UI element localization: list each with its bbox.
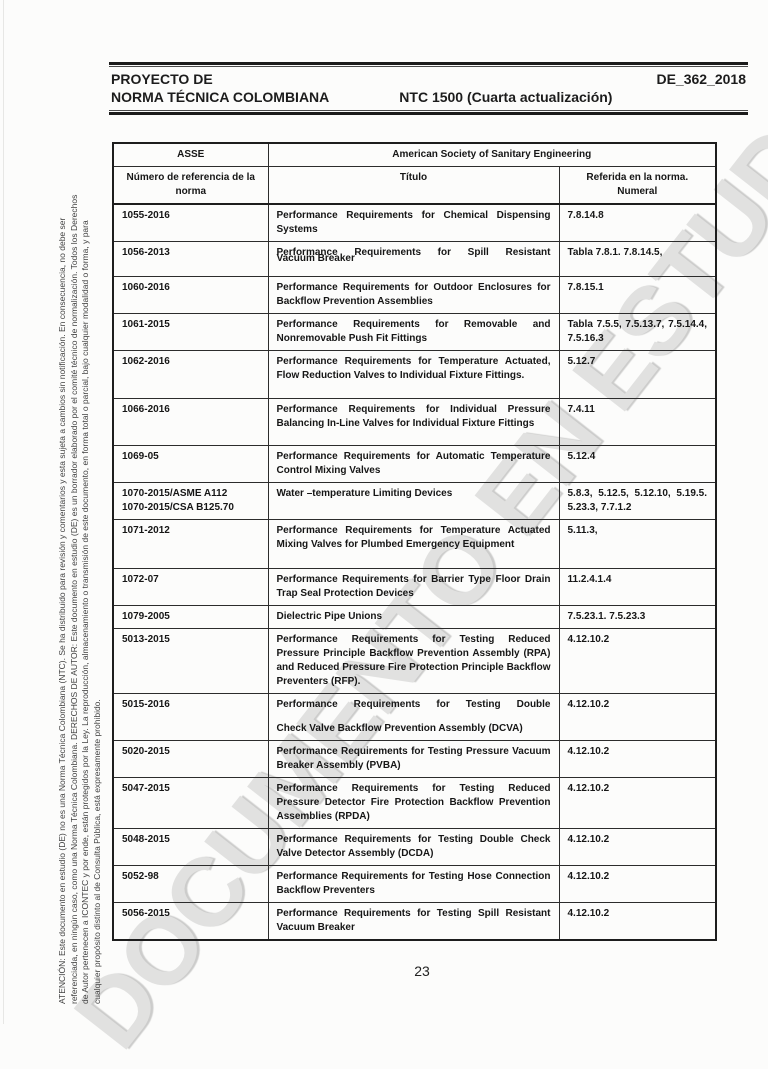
disclaimer-line-3: de Autor pertenecen a ICONTEC y por ende… <box>80 220 90 1004</box>
table-row: 1072-07 Performance Requirements for Barr… <box>112 568 717 606</box>
standard-ref-cell: 5013-2015 <box>112 628 269 694</box>
table-row: 5020-2015 Performance Requirements for Te… <box>112 740 717 778</box>
numeral-cell: 5.12.4 <box>558 445 717 483</box>
standard-title-cell: Performance Requirements for Individual … <box>267 398 560 446</box>
numeral-cell: 5.11.3, <box>558 519 717 569</box>
numeral-cell: 4.12.10.2 <box>558 902 717 941</box>
standard-ref-cell: 5056-2015 <box>112 902 269 941</box>
standard-ref-cell: 5048-2015 <box>112 828 269 866</box>
header-spacer <box>329 88 399 106</box>
standard-ref-cell: 1069-05 <box>112 445 269 483</box>
disclaimer-line-1: ATENCIÓN: Este documento en estudio (DE)… <box>57 217 67 1004</box>
table-row: 1062-2016 Performance Requirements for Te… <box>112 350 717 399</box>
numeral-cell: 4.12.10.2 <box>558 693 717 741</box>
standard-ref-cell: 1070-2015/ASME A112 1070-2015/CSA B125.70 <box>112 482 269 520</box>
column-header-numeral: Referida en la norma. Numeral <box>558 166 717 205</box>
header-bottom-rule <box>109 112 748 115</box>
header-top-rule <box>109 62 748 65</box>
standard-title-cell: Performance Requirements for Chemical Di… <box>267 203 560 242</box>
table-row: 1066-2016 Performance Requirements for In… <box>112 398 717 446</box>
numeral-cell: 4.12.10.2 <box>558 777 717 829</box>
page-number: 23 <box>414 963 430 979</box>
table-row: 5013-2015 Performance Requirements for Te… <box>112 628 717 694</box>
standard-ref-cell: 1056-2013 <box>112 241 269 277</box>
header-doc-code: DE_362_2018 <box>656 71 746 87</box>
numeral-cell: 7.8.15.1 <box>558 276 717 314</box>
standard-title-cell: Dielectric Pipe Unions <box>267 605 560 629</box>
numeral-cell: 7.4.11 <box>558 398 717 446</box>
column-header-title: Título <box>267 166 560 205</box>
standard-title-cell: Performance Requirements for Spill Resis… <box>267 241 560 277</box>
numeral-cell: 7.5.23.1. 7.5.23.3 <box>558 605 717 629</box>
table-row: 1070-2015/ASME A112 1070-2015/CSA B125.70… <box>112 482 717 520</box>
standard-title-cell: Performance Requirements for Automatic T… <box>267 445 560 483</box>
table-row: 1055-2016 Performance Requirements for Ch… <box>112 203 717 242</box>
standard-ref-cell: 5047-2015 <box>112 777 269 829</box>
header-bottom-rule-echo <box>109 110 748 111</box>
table-row: 5048-2015 Performance Requirements for Te… <box>112 828 717 866</box>
header-standard-ref: NTC 1500 (Cuarta actualización) <box>399 89 613 105</box>
standard-ref-cell: 5020-2015 <box>112 740 269 778</box>
table-header-row: Número de referencia de la norma Título … <box>112 166 717 205</box>
numeral-cell: 4.12.10.2 <box>558 828 717 866</box>
standard-title-cell: Performance Requirements for Testing Red… <box>267 628 560 694</box>
standard-ref-cell: 1055-2016 <box>112 203 269 242</box>
header-top-rule-echo <box>109 66 748 67</box>
standard-title-cell: Performance Requirements for Testing Spi… <box>267 902 560 941</box>
standard-title-cell: Performance Requirements for Temperature… <box>267 350 560 399</box>
standard-ref-cell: 1071-2012 <box>112 519 269 569</box>
disclaimer-line-2: referenciada, en ningún caso, como una N… <box>68 194 79 1004</box>
table-row: 1060-2016 Performance Requirements for Ou… <box>112 276 717 314</box>
standard-ref-cell: 1060-2016 <box>112 276 269 314</box>
copyright-disclaimer-vertical: ATENCIÓN: Este documento en estudio (DE)… <box>57 109 103 1004</box>
table-row: 1069-05 Performance Requirements for Auto… <box>112 445 717 483</box>
org-name-cell: American Society of Sanitary Engineering <box>267 142 717 167</box>
header-project-line2: NORMA TÉCNICA COLOMBIANA <box>111 89 330 105</box>
header-project-line1: PROYECTO DE <box>111 71 213 87</box>
numeral-cell: 5.12.7 <box>558 350 717 399</box>
numeral-cell: Tabla 7.5.5, 7.5.13.7, 7.5.14.4, 7.5.16.… <box>558 313 717 351</box>
standard-ref-cell: 1072-07 <box>112 568 269 606</box>
numeral-cell: 5.8.3, 5.12.5, 5.12.10, 5.19.5. 5.23.3, … <box>558 482 717 520</box>
standard-ref-cell: 5052-98 <box>112 865 269 903</box>
numeral-cell: 7.8.14.8 <box>558 203 717 242</box>
numeral-cell: 11.2.4.1.4 <box>558 568 717 606</box>
standard-ref-cell: 5015-2016 <box>112 693 269 741</box>
column-header-ref: Número de referencia de la norma <box>112 166 269 205</box>
page-header: PROYECTO DE DE_362_2018 NORMA TÉCNICA CO… <box>109 62 748 115</box>
standard-title-cell: Performance Requirements for Temperature… <box>267 519 560 569</box>
table-row: 1079-2005 Dielectric Pipe Unions 7.5.23.1.… <box>112 605 717 629</box>
table-row: 1061-2015 Performance Requirements for Re… <box>112 313 717 351</box>
standard-title-cell: Performance Requirements for Barrier Typ… <box>267 568 560 606</box>
standard-title-cell: Performance Requirements for Removable a… <box>267 313 560 351</box>
disclaimer-line-4: cualquier propósito distinto al de Consu… <box>91 699 102 1004</box>
asse-standards-table: ASSE American Society of Sanitary Engine… <box>112 142 718 941</box>
table-row: 1071-2012 Performance Requirements for Te… <box>112 519 717 569</box>
standard-title-cell: Performance Requirements for Testing Hos… <box>267 865 560 903</box>
table-row: 5015-2016 Performance Requirements for Te… <box>112 693 717 741</box>
numeral-cell: 4.12.10.2 <box>558 740 717 778</box>
standard-ref-cell: 1061-2015 <box>112 313 269 351</box>
standard-title-cell: Performance Requirements for Testing Dou… <box>267 693 560 741</box>
numeral-cell: Tabla 7.8.1. 7.8.14.5, <box>558 241 717 277</box>
standard-title-cell: Water –temperature Limiting Devices <box>267 482 560 520</box>
table-row: 5047-2015 Performance Requirements for Te… <box>112 777 717 829</box>
table-row: 5056-2015 Performance Requirements for Te… <box>112 902 717 941</box>
table-row: 1056-2013 Performance Requirements for Sp… <box>112 241 717 277</box>
standard-title-cell: Performance Requirements for Outdoor Enc… <box>267 276 560 314</box>
org-abbr-cell: ASSE <box>112 142 269 167</box>
scan-edge-line <box>3 0 4 1024</box>
standard-title-cell: Performance Requirements for Testing Pre… <box>267 740 560 778</box>
numeral-cell: 4.12.10.2 <box>558 628 717 694</box>
standard-title-cell: Performance Requirements for Testing Dou… <box>267 828 560 866</box>
standard-ref-cell: 1079-2005 <box>112 605 269 629</box>
numeral-cell: 4.12.10.2 <box>558 865 717 903</box>
standard-title-cell: Performance Requirements for Testing Red… <box>267 777 560 829</box>
standard-ref-cell: 1062-2016 <box>112 350 269 399</box>
table-row: 5052-98 Performance Requirements for Test… <box>112 865 717 903</box>
table-org-row: ASSE American Society of Sanitary Engine… <box>112 142 717 167</box>
standard-ref-cell: 1066-2016 <box>112 398 269 446</box>
